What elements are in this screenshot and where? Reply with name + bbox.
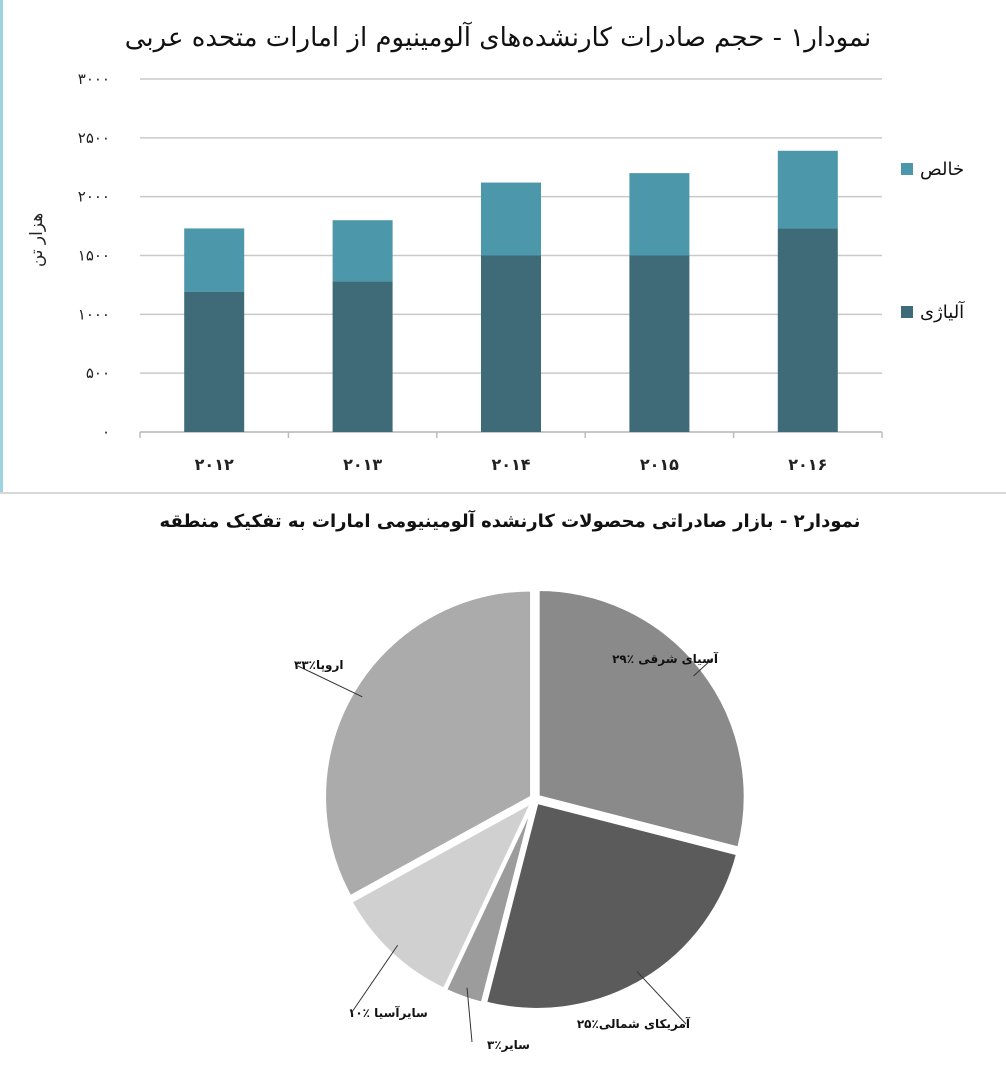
x-tick-label: ۲۰۱۶ [788,455,827,474]
y-tick-labels: ۰ ۵۰۰ ۱۰۰۰ ۱۵۰۰ ۲۰۰۰ ۲۵۰۰ ۳۰۰۰ [78,70,110,441]
y-tick-label: ۳۰۰۰ [78,70,110,88]
x-tick-labels: ۲۰۱۲ ۲۰۱۳ ۲۰۱۴ ۲۰۱۵ ۲۰۱۶ [195,455,828,474]
pie-labels: آسیای شرقی ٪۲۹ آمریکای شمالی٪۲۵ سایر٪۳ سایر… [294,651,719,1052]
bar-segment-alloy [777,228,838,432]
pie-slice [443,802,536,1006]
bars [184,150,838,432]
slice-label: سایر٪۳ [487,1038,530,1052]
x-tick-label: ۲۰۱۳ [343,455,382,474]
legend-swatch [901,163,913,175]
y-axis-label: هزار تن [27,213,47,267]
leader-line [636,971,687,1025]
y-tick-label: ۱۵۰۰ [78,247,110,265]
y-tick-label: ۰ [102,423,110,441]
legend-swatch [901,306,913,318]
slice-label: اروپا٪۳۳ [294,658,343,673]
section-divider [0,492,1006,494]
pie-slice [348,798,536,992]
leader-line [466,987,473,1043]
bar-segment-pure [629,173,690,256]
legend-label: آلیاژی [920,300,965,323]
pie-slice [536,588,747,850]
left-accent-rule [0,0,3,492]
x-tick-label: ۲۰۱۲ [195,455,234,474]
y-tick-label: ۵۰۰ [86,364,110,382]
legend: خالص آلیاژی [901,159,965,323]
x-tick-label: ۲۰۱۵ [640,455,679,474]
y-tick-label: ۲۵۰۰ [78,129,110,147]
leader-line [693,658,713,677]
slice-label: آمریکای شمالی٪۲۵ [577,1016,691,1031]
bar-chart: نمودار۱ - حجم صادرات کارنشده‌های آلومینی… [27,21,965,474]
bar-segment-pure [332,220,393,282]
pie-slice [483,800,740,1011]
slice-label: سایرآسیا ٪۱۰ [348,1005,428,1020]
bar-segment-pure [481,182,541,256]
bar-segment-alloy [629,255,690,432]
y-tick-label: ۱۰۰۰ [78,305,110,323]
y-tick-label: ۲۰۰۰ [78,188,110,206]
legend-label: خالص [920,159,964,180]
pie-slices [323,588,747,1011]
pie-chart: نمودار۲ - بازار صادراتی محصولات کارنشده … [160,509,861,1052]
bar-segment-alloy [481,255,541,432]
slice-label: آسیای شرقی ٪۲۹ [612,651,719,666]
bar-segment-alloy [184,291,245,432]
leader-line [351,944,399,1013]
leader-line [297,665,363,698]
bar-segment-pure [184,228,245,292]
pie-slice [323,588,534,899]
bar-chart-title: نمودار۱ - حجم صادرات کارنشده‌های آلومینی… [125,21,872,53]
bar-segment-alloy [332,281,393,432]
bar-segment-pure [777,150,838,229]
x-tick-label: ۲۰۱۴ [491,455,530,474]
pie-chart-title: نمودار۲ - بازار صادراتی محصولات کارنشده … [160,509,861,532]
